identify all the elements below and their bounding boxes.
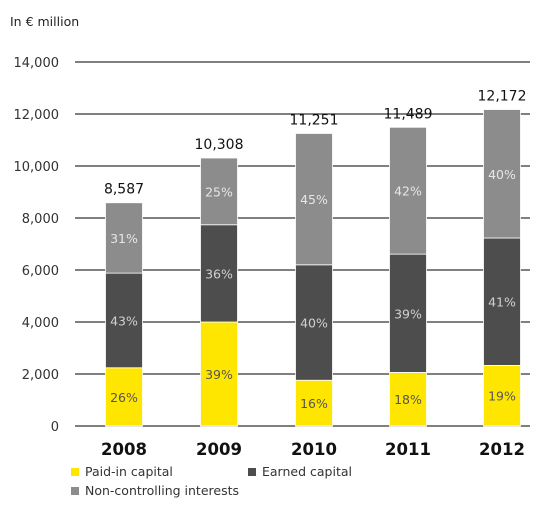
legend-swatch-2 — [71, 487, 79, 495]
legend-label-2: Non-controlling interests — [85, 483, 239, 498]
segment-percent-label-2011-0: 18% — [394, 392, 422, 407]
y-tick-label-0: 0 — [51, 420, 59, 435]
segment-percent-label-2008-0: 26% — [110, 390, 138, 405]
x-tick-label-2012: 2012 — [479, 440, 525, 459]
unit-label: In € million — [10, 14, 79, 29]
bars: 26% 43% 31% 8,587 39% 36% 25% 10,308 16% 40% 45% 11… — [104, 89, 527, 426]
y-axis: 0 2,000 4,000 6,000 8,000 10,000 12,000 14,000 — [14, 56, 60, 435]
segment-percent-label-2009-2: 25% — [205, 184, 233, 199]
segment-percent-label-2009-1: 36% — [205, 266, 233, 281]
legend-label-1: Earned capital — [262, 464, 352, 479]
legend: Paid-in capital Earned capital Non-control… — [71, 464, 352, 498]
segment-percent-label-2011-2: 42% — [394, 184, 422, 199]
segment-percent-label-2011-1: 39% — [394, 306, 422, 321]
y-tick-label-5: 10,000 — [14, 160, 60, 175]
y-tick-label-1: 2,000 — [22, 368, 59, 383]
legend-label-0: Paid-in capital — [85, 464, 173, 479]
x-axis: 2008 2009 2010 2011 2012 — [101, 440, 525, 459]
x-tick-label-2010: 2010 — [291, 440, 337, 459]
x-tick-label-2011: 2011 — [385, 440, 431, 459]
x-tick-label-2009: 2009 — [196, 440, 242, 459]
segment-percent-label-2008-2: 31% — [110, 231, 138, 246]
y-tick-label-2: 4,000 — [22, 316, 59, 331]
total-label-2010: 11,251 — [290, 112, 339, 128]
segment-percent-label-2010-1: 40% — [300, 316, 328, 331]
legend-swatch-1 — [248, 468, 256, 476]
total-label-2008: 8,587 — [104, 182, 144, 198]
total-label-2011: 11,489 — [384, 106, 433, 122]
y-tick-label-6: 12,000 — [14, 108, 60, 123]
y-tick-label-7: 14,000 — [14, 56, 60, 71]
segment-percent-label-2008-1: 43% — [110, 313, 138, 328]
segment-percent-label-2012-2: 40% — [488, 167, 516, 182]
segment-percent-label-2010-0: 16% — [300, 396, 328, 411]
segment-percent-label-2009-0: 39% — [205, 367, 233, 382]
x-tick-label-2008: 2008 — [101, 440, 147, 459]
y-tick-label-4: 8,000 — [22, 212, 59, 227]
segment-percent-label-2012-1: 41% — [488, 295, 516, 310]
legend-swatch-0 — [71, 468, 79, 476]
segment-percent-label-2010-2: 45% — [300, 192, 328, 207]
segment-percent-label-2012-0: 19% — [488, 389, 516, 404]
y-tick-label-3: 6,000 — [22, 264, 59, 279]
total-label-2012: 12,172 — [478, 89, 527, 105]
total-label-2009: 10,308 — [195, 137, 244, 153]
